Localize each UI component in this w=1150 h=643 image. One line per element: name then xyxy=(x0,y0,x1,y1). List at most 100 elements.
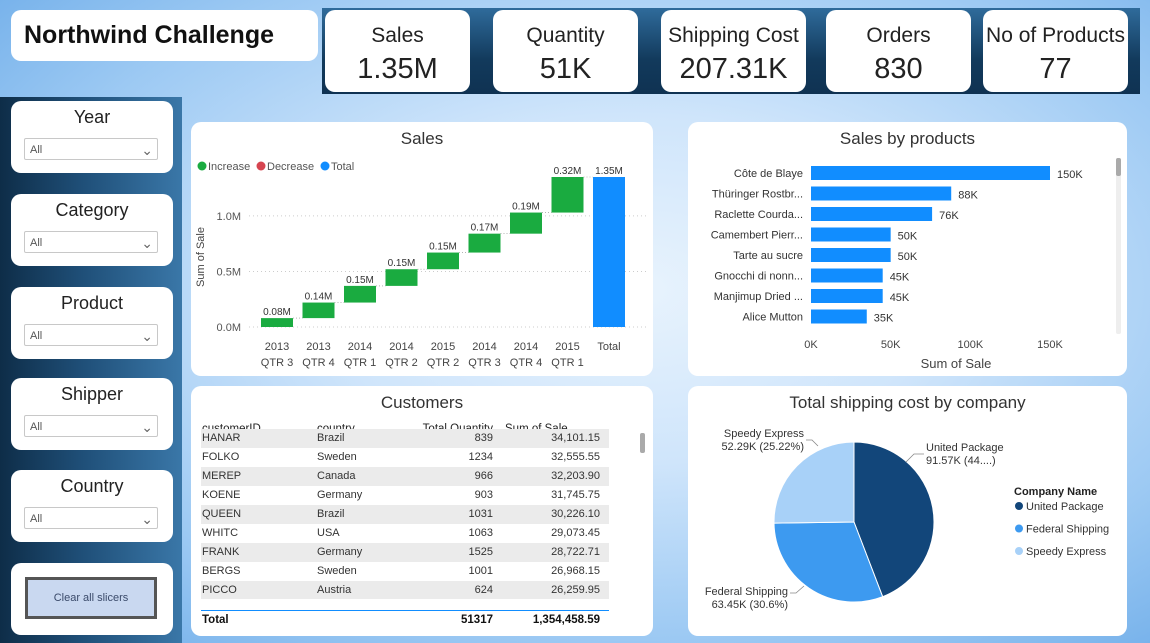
pie-slice[interactable] xyxy=(773,521,884,603)
waterfall-bar[interactable] xyxy=(593,177,625,327)
data-label: 88K xyxy=(958,190,978,202)
waterfall-bar[interactable] xyxy=(427,252,459,270)
total-sale: 1,354,458.59 xyxy=(532,614,600,626)
legend-dot xyxy=(1015,502,1023,510)
waterfall-bar[interactable] xyxy=(510,212,542,234)
scrollbar-thumb[interactable] xyxy=(1116,158,1121,176)
table-cell: FOLKO xyxy=(202,451,240,463)
sales-by-products-card: Sales by products Côte de Blaye 150K Thüri… xyxy=(688,122,1127,376)
year-dropdown[interactable]: All ⌄ xyxy=(24,138,158,160)
slicer-year: Year All ⌄ xyxy=(11,101,173,173)
table-cell: Brazil xyxy=(317,432,345,444)
x-tick-label: QTR 2 xyxy=(385,357,417,369)
bar[interactable] xyxy=(811,248,891,262)
bar[interactable] xyxy=(811,186,952,201)
slice-label: Speedy Express xyxy=(724,428,805,440)
scrollbar-track[interactable] xyxy=(1116,158,1121,334)
legend-item[interactable]: United Package xyxy=(1026,501,1104,513)
category-label: Manjimup Dried ... xyxy=(714,291,803,303)
slice-value-label: 91.57K (44....) xyxy=(926,455,996,467)
customers-table-card: Customers customerID country Total Quant… xyxy=(191,386,653,636)
table-cell: Canada xyxy=(317,470,356,482)
bar[interactable] xyxy=(811,268,883,283)
table-cell: 966 xyxy=(474,470,493,482)
kpi-label: Orders xyxy=(866,24,931,47)
shipper-dropdown[interactable]: All ⌄ xyxy=(24,415,158,437)
kpi-label: No of Products xyxy=(986,24,1125,47)
table-cell: 31,745.75 xyxy=(551,489,600,501)
data-label: 0.15M xyxy=(346,275,374,286)
x-tick-label: QTR 4 xyxy=(510,357,542,369)
table-row[interactable]: WHITC USA 1063 29,073.45 xyxy=(201,524,609,543)
table-row[interactable]: KOENE Germany 903 31,745.75 xyxy=(201,486,609,505)
chart-title: Sales xyxy=(400,129,444,148)
table-row[interactable]: BERGS Sweden 1001 26,968.15 xyxy=(201,562,609,581)
legend-dot xyxy=(1015,524,1023,533)
kpi-label: Quantity xyxy=(526,24,605,47)
sales-waterfall-chart: Increase Decrease Total Sum of Sale 0.0M… xyxy=(195,161,646,369)
table-row[interactable]: HANAR Brazil 839 34,101.15 xyxy=(201,429,609,448)
table-cell: MEREP xyxy=(202,470,242,482)
bar[interactable] xyxy=(811,227,891,242)
pie-slice[interactable] xyxy=(773,441,855,524)
dropdown-value: All xyxy=(30,144,43,156)
leader-line xyxy=(905,453,924,463)
kpi-value: 207.31K xyxy=(679,53,788,85)
data-label: 0.32M xyxy=(554,166,582,177)
data-label: 0.19M xyxy=(512,202,540,213)
data-label: 50K xyxy=(898,231,918,243)
table-cell: KOENE xyxy=(202,489,241,501)
category-dropdown[interactable]: All ⌄ xyxy=(24,231,158,253)
table-cell: Brazil xyxy=(317,508,345,520)
x-tick-label: 2015 xyxy=(555,341,579,353)
chevron-down-icon: ⌄ xyxy=(141,328,153,344)
data-label: 50K xyxy=(898,251,918,263)
table-cell: USA xyxy=(317,527,340,539)
legend-item[interactable]: Speedy Express xyxy=(1026,546,1107,558)
y-axis-title: Sum of Sale xyxy=(195,227,207,287)
table-row[interactable]: MEREP Canada 966 32,203.90 xyxy=(201,467,609,486)
x-tick-label: 2014 xyxy=(514,341,538,353)
table-cell: 839 xyxy=(474,432,493,444)
chevron-down-icon: ⌄ xyxy=(141,142,153,158)
chart-title: Sales by products xyxy=(839,129,976,148)
bar[interactable] xyxy=(811,309,867,324)
dropdown-value: All xyxy=(30,330,43,342)
waterfall-bar[interactable] xyxy=(344,285,376,303)
x-tick-label: QTR 3 xyxy=(468,357,500,369)
data-label: 1.35M xyxy=(595,166,623,177)
slicer-country: Country All ⌄ xyxy=(11,470,173,542)
data-label: 0.14M xyxy=(305,292,333,303)
table-row[interactable]: FRANK Germany 1525 28,722.71 xyxy=(201,543,609,562)
table-cell: 1525 xyxy=(468,546,493,558)
table-row[interactable]: QUEEN Brazil 1031 30,226.10 xyxy=(201,505,609,524)
product-dropdown[interactable]: All ⌄ xyxy=(24,324,158,346)
table-row[interactable]: FOLKO Sweden 1234 32,555.55 xyxy=(201,448,609,467)
scrollbar-thumb[interactable] xyxy=(640,433,645,453)
waterfall-bar[interactable] xyxy=(551,177,584,213)
table-row[interactable]: PICCO Austria 624 26,259.95 xyxy=(201,581,609,599)
dropdown-value: All xyxy=(30,237,43,249)
kpi-products: No of Products 77 xyxy=(983,10,1128,92)
x-tick-label: 2014 xyxy=(389,341,413,353)
legend-item[interactable]: Federal Shipping xyxy=(1026,524,1109,536)
data-label: 45K xyxy=(890,272,910,284)
bar[interactable] xyxy=(811,207,933,221)
table-cell: PICCO xyxy=(202,584,237,596)
country-dropdown[interactable]: All ⌄ xyxy=(24,507,158,529)
data-label: 0.08M xyxy=(263,307,291,318)
bar[interactable] xyxy=(811,289,883,303)
x-tick-label: 2014 xyxy=(472,341,496,353)
bar[interactable] xyxy=(811,166,1050,180)
legend-decrease: Decrease xyxy=(267,161,314,173)
waterfall-bar[interactable] xyxy=(385,269,418,286)
clear-slicers-button[interactable]: Clear all slicers xyxy=(25,577,157,619)
table-cell: 1063 xyxy=(468,527,493,539)
waterfall-bar[interactable] xyxy=(261,318,293,327)
kpi-sales: Sales 1.35M xyxy=(325,10,470,92)
pie-slice[interactable] xyxy=(853,441,935,598)
table-cell: 28,722.71 xyxy=(551,546,600,558)
waterfall-bar[interactable] xyxy=(468,233,501,253)
waterfall-bar[interactable] xyxy=(302,302,335,319)
legend-increase: Increase xyxy=(208,161,250,173)
